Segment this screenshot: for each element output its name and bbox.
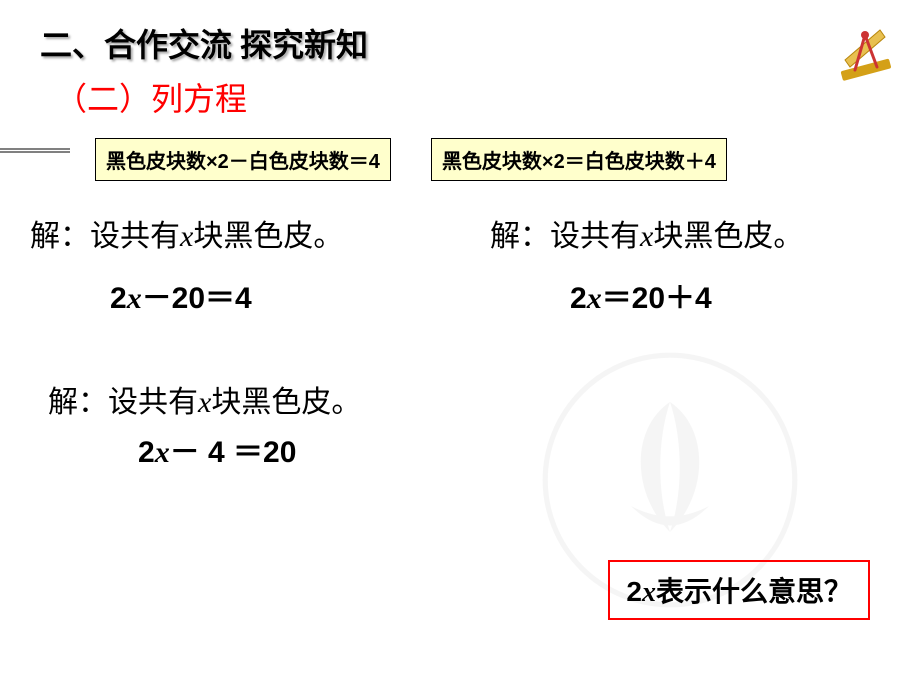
slide: 二、合作交流 探究新知 （二）列方程 黑色皮块数×2－白色皮块数＝4 黑色皮块数… [0,0,920,690]
equation-right: 2x＝20＋4 [490,273,910,317]
header: 二、合作交流 探究新知 [0,20,920,66]
eq-suffix: － 4 ＝20 [170,436,297,469]
var-x: x [587,282,602,315]
var-x: x [640,220,653,253]
text-prefix: 解：设共有 [490,220,640,253]
formula-boxes: 黑色皮块数×2－白色皮块数＝4 黑色皮块数×2＝白色皮块数＋4 [0,138,920,181]
question-box: 2x表示什么意思？ [608,560,870,620]
formula-box-1: 黑色皮块数×2－白色皮块数＝4 [95,138,391,181]
equation-bottom: 2x－ 4 ＝20 [48,427,920,471]
eq-prefix: 2 [110,282,127,315]
solution-bottom: 解：设共有x块黑色皮。 2x－ 4 ＝20 [0,377,920,471]
eq-suffix: ＝20＋4 [602,282,712,315]
text-prefix: 解：设共有 [30,220,180,253]
solution-right: 解：设共有x块黑色皮。 2x＝20＋4 [490,211,910,317]
text-suffix: 块黑色皮。 [653,220,803,253]
solution-right-text: 解：设共有x块黑色皮。 [490,211,910,255]
eq-prefix: 2 [138,436,155,469]
formula-box-2: 黑色皮块数×2＝白色皮块数＋4 [431,138,727,181]
var-x: x [180,220,193,253]
compass-ruler-icon [835,25,895,85]
solution-left-text: 解：设共有x块黑色皮。 [30,211,450,255]
equation-left: 2x－20＝4 [30,273,450,317]
eq-prefix: 2 [570,282,587,315]
text-prefix: 解：设共有 [48,386,198,419]
solution-left: 解：设共有x块黑色皮。 2x－20＝4 [30,211,450,317]
solutions-area: 解：设共有x块黑色皮。 2x－20＝4 解：设共有x块黑色皮。 2x＝20＋4 [0,211,920,317]
var-x: x [155,436,170,469]
var-x: x [198,386,211,419]
section-title: 二、合作交流 探究新知 [40,20,368,66]
text-suffix: 块黑色皮。 [211,386,361,419]
text-suffix: 块黑色皮。 [193,220,343,253]
subtitle: （二）列方程 [0,74,920,120]
var-x: x [127,282,142,315]
q-prefix: 2 [626,576,642,607]
solution-bottom-text: 解：设共有x块黑色皮。 [48,377,920,421]
var-x: x [642,577,656,608]
eq-suffix: －20＝4 [142,282,252,315]
divider-line [0,148,70,152]
q-suffix: 表示什么意思？ [656,576,852,607]
